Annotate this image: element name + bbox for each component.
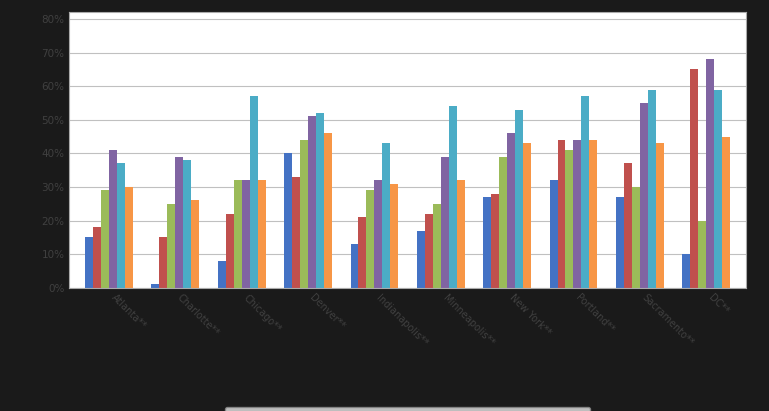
Bar [159, 237, 168, 288]
Bar [722, 136, 730, 288]
Bar [550, 180, 558, 288]
Bar [616, 197, 624, 288]
Bar [581, 96, 589, 288]
Bar [85, 237, 93, 288]
Bar [640, 103, 647, 288]
Bar [308, 116, 316, 288]
Bar [183, 160, 191, 288]
Bar [417, 231, 424, 288]
Bar [491, 194, 499, 288]
Bar [441, 157, 448, 288]
Legend: 18-21, 22-25, 26-29, 30-35, 36-40, 41 or More: 18-21, 22-25, 26-29, 30-35, 36-40, 41 or… [225, 407, 591, 411]
Bar [448, 106, 457, 288]
Bar [565, 150, 574, 288]
Bar [589, 140, 598, 288]
Bar [523, 143, 531, 288]
Bar [515, 110, 523, 288]
Bar [382, 143, 391, 288]
Bar [358, 217, 367, 288]
Bar [125, 187, 133, 288]
Bar [258, 180, 265, 288]
Bar [234, 180, 241, 288]
Bar [316, 113, 324, 288]
Bar [351, 244, 358, 288]
Bar [558, 140, 565, 288]
Bar [93, 227, 101, 288]
Bar [714, 90, 722, 288]
Bar [433, 204, 441, 288]
Bar [191, 201, 199, 288]
Bar [499, 157, 507, 288]
Bar [656, 143, 664, 288]
Bar [168, 204, 175, 288]
Bar [457, 180, 464, 288]
Bar [367, 190, 375, 288]
Bar [424, 214, 433, 288]
Bar [101, 190, 109, 288]
Bar [574, 140, 581, 288]
Bar [292, 177, 300, 288]
Bar [226, 214, 234, 288]
Bar [706, 59, 714, 288]
Bar [698, 221, 706, 288]
Bar [483, 197, 491, 288]
Bar [324, 133, 332, 288]
Bar [109, 150, 117, 288]
Bar [391, 184, 398, 288]
Bar [241, 180, 250, 288]
Bar [300, 140, 308, 288]
Bar [682, 254, 691, 288]
Bar [175, 157, 183, 288]
Bar [250, 96, 258, 288]
Bar [507, 133, 515, 288]
Bar [691, 69, 698, 288]
Bar [632, 187, 640, 288]
Bar [647, 90, 656, 288]
Bar [285, 153, 292, 288]
Bar [117, 164, 125, 288]
Bar [375, 180, 382, 288]
Bar [218, 261, 226, 288]
Bar [624, 164, 632, 288]
Bar [151, 284, 159, 288]
